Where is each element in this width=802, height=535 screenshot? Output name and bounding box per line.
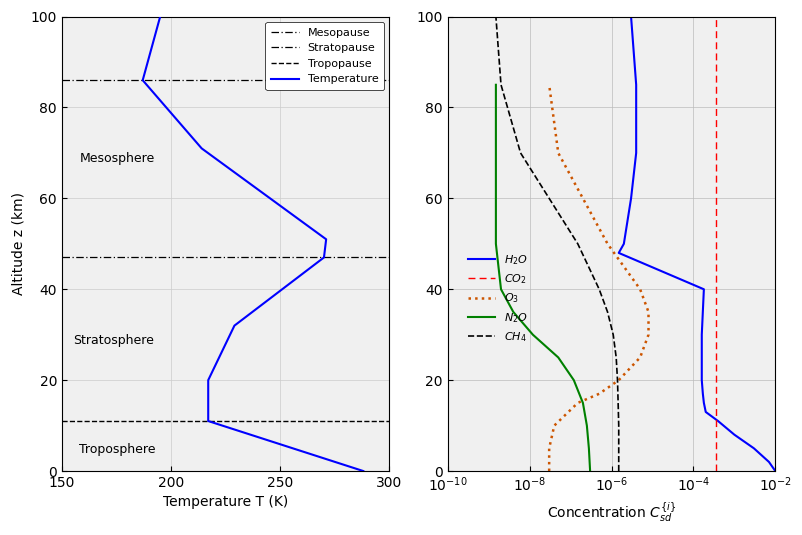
$CH_4$ [544,195,553,202]
$CH_4$ [593,286,603,293]
$H_2O$ [626,195,635,202]
$H_2O$ [614,250,623,256]
$H_2O$ [696,332,706,338]
$O_3$ [573,400,582,406]
$H_2O$ [712,418,722,424]
X-axis label: Temperature T (K): Temperature T (K) [163,495,288,509]
$CH_4$ [614,423,623,429]
$O_3$ [634,354,644,361]
$CO_2$ [710,81,719,88]
$H_2O$ [764,458,773,465]
$O_3$ [544,468,553,474]
$CH_4$ [573,241,582,247]
$O_3$ [544,445,553,452]
Legend: Mesopause, Stratopause, Tropopause, Temperature: Mesopause, Stratopause, Tropopause, Temp… [265,22,383,90]
$H_2O$ [626,13,635,20]
X-axis label: Concentration $C_{sd}^{\{i\}}$: Concentration $C_{sd}^{\{i\}}$ [546,500,675,524]
$CH_4$ [491,13,500,20]
$CO_2$ [710,81,719,88]
$CH_4$ [614,468,623,474]
$O_3$ [614,377,623,384]
$N_2O$ [577,400,587,406]
$O_3$ [553,150,562,156]
$H_2O$ [748,445,758,452]
Text: Mesosphere: Mesosphere [79,152,155,165]
$H_2O$ [699,286,708,293]
Text: Troposphere: Troposphere [79,443,156,456]
$CH_4$ [610,354,620,361]
$CH_4$ [602,309,612,315]
$CO_2$ [710,468,719,474]
$H_2O$ [630,81,640,88]
$O_3$ [577,195,587,202]
$CH_4$ [613,400,622,406]
$H_2O$ [630,150,640,156]
$N_2O$ [581,423,591,429]
$H_2O$ [770,468,780,474]
$H_2O$ [696,354,706,361]
Line: $O_3$: $O_3$ [549,85,648,471]
$CO_2$ [710,13,719,20]
$O_3$ [544,81,553,88]
$H_2O$ [700,409,710,415]
$CH_4$ [496,81,505,88]
Line: $H_2O$: $H_2O$ [618,17,775,471]
$O_3$ [643,309,653,315]
$CH_4$ [612,377,622,384]
Line: $CH_4$: $CH_4$ [496,17,618,471]
$CH_4$ [608,332,618,338]
$O_3$ [602,241,612,247]
$N_2O$ [583,445,593,452]
$H_2O$ [696,377,706,384]
$N_2O$ [553,354,562,361]
$N_2O$ [585,468,594,474]
$N_2O$ [508,309,517,315]
$O_3$ [634,286,644,293]
$H_2O$ [630,104,640,111]
$N_2O$ [491,241,500,247]
$O_3$ [643,332,653,338]
$H_2O$ [729,431,739,438]
Y-axis label: Altitude z (km): Altitude z (km) [11,192,25,295]
$N_2O$ [528,332,537,338]
$O_3$ [549,423,558,429]
$N_2O$ [491,81,500,88]
Legend: $H_2O$, $CO_2$, $O_3$, $N_2O$, $CH_4$: $H_2O$, $CO_2$, $O_3$, $N_2O$, $CH_4$ [463,248,532,348]
$N_2O$ [569,377,578,384]
$H_2O$ [697,391,707,397]
Text: Stratosphere: Stratosphere [73,334,153,347]
$O_3$ [593,391,603,397]
$H_2O$ [699,400,708,406]
$H_2O$ [618,241,628,247]
$CH_4$ [515,150,525,156]
Line: $N_2O$: $N_2O$ [496,85,589,471]
$O_3$ [618,263,628,270]
$N_2O$ [496,286,505,293]
